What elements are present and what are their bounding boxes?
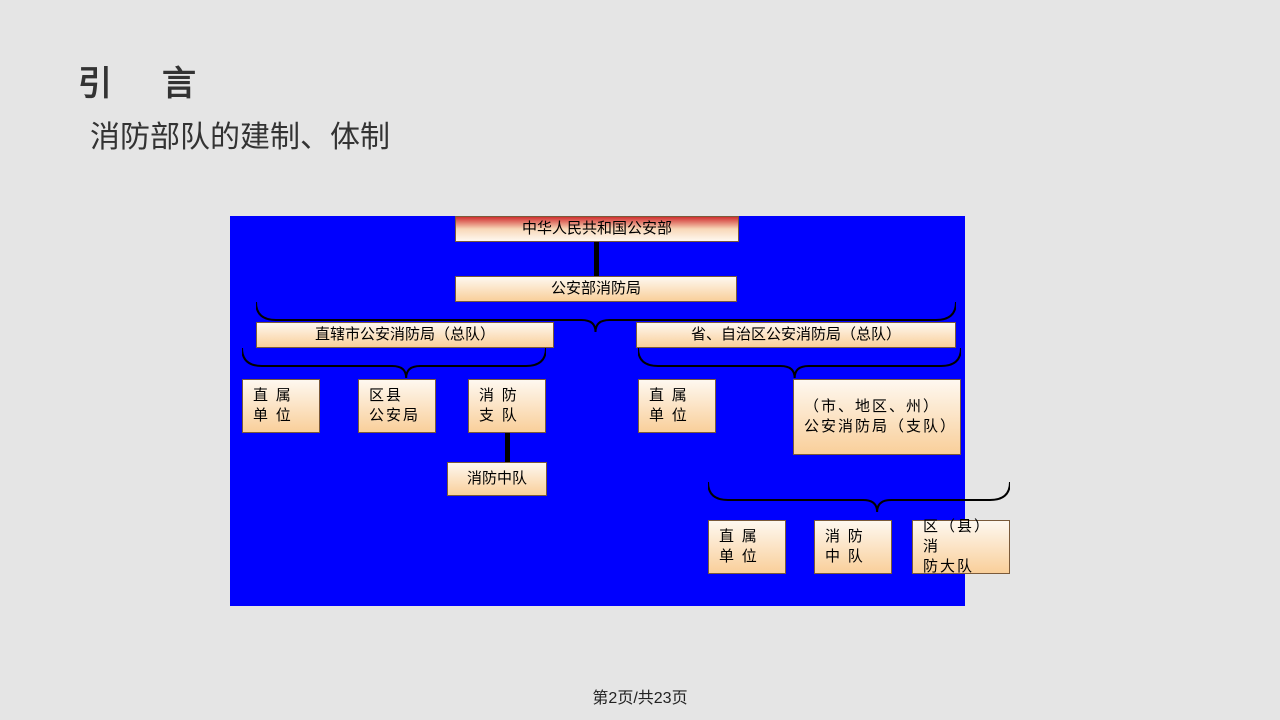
node-root: 中华人民共和国公安部 — [455, 216, 739, 242]
node-bureau: 公安部消防局 — [455, 276, 737, 302]
org-diagram: 中华人民共和国公安部公安部消防局直辖市公安消防局（总队）省、自治区公安消防局（总… — [230, 216, 965, 606]
node-l4: 消防中队 — [447, 462, 547, 496]
node-r3b: （市、地区、州）公安消防局（支队） — [793, 379, 961, 455]
page-subtitle: 消防部队的建制、体制 — [90, 112, 390, 156]
connector-1 — [505, 433, 510, 462]
node-l3a: 直 属单 位 — [242, 379, 320, 433]
page-indicator: 第2页/共23页 — [0, 684, 1280, 708]
page-title: 引 言 — [78, 56, 204, 105]
node-r4a: 直 属单 位 — [708, 520, 786, 574]
brace-0 — [256, 302, 956, 332]
node-r3a: 直 属单 位 — [638, 379, 716, 433]
node-l3c: 消 防支 队 — [468, 379, 546, 433]
brace-1 — [242, 348, 546, 378]
node-l3b: 区县公安局 — [358, 379, 436, 433]
node-r4b: 消 防中 队 — [814, 520, 892, 574]
brace-2 — [638, 348, 961, 378]
node-r4c: 区（县）消防大队 — [912, 520, 1010, 574]
connector-0 — [594, 242, 599, 276]
brace-3 — [708, 482, 1010, 512]
